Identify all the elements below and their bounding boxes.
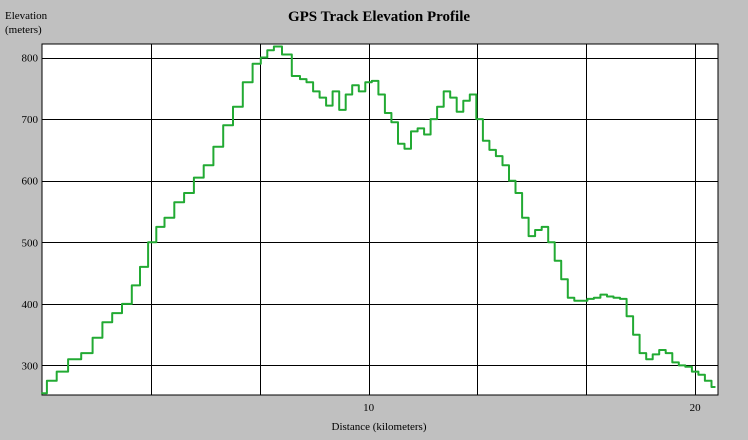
x-axis-label: Distance (kilometers) [332,421,427,433]
y-tick-labels: 300 400 500 600 700 800 [22,53,39,373]
y-tick-label: 500 [22,237,39,249]
y-axis-label-line1: Elevation [5,10,48,22]
x-tick-labels: 10 20 [363,402,701,414]
y-tick-label: 600 [22,176,39,188]
y-axis-label-line2: (meters) [5,24,42,36]
chart-title: GPS Track Elevation Profile [288,9,470,25]
x-tick-label: 10 [363,402,375,414]
elevation-series-line [41,45,716,395]
y-tick-label: 800 [22,53,39,65]
x-tick-label: 20 [690,402,702,414]
series-layer [41,45,716,395]
y-tick-label: 400 [22,299,39,311]
y-tick-label: 700 [22,114,39,126]
x-gridlines [151,44,696,395]
plot-area [41,43,719,396]
y-tick-label: 300 [22,360,39,372]
